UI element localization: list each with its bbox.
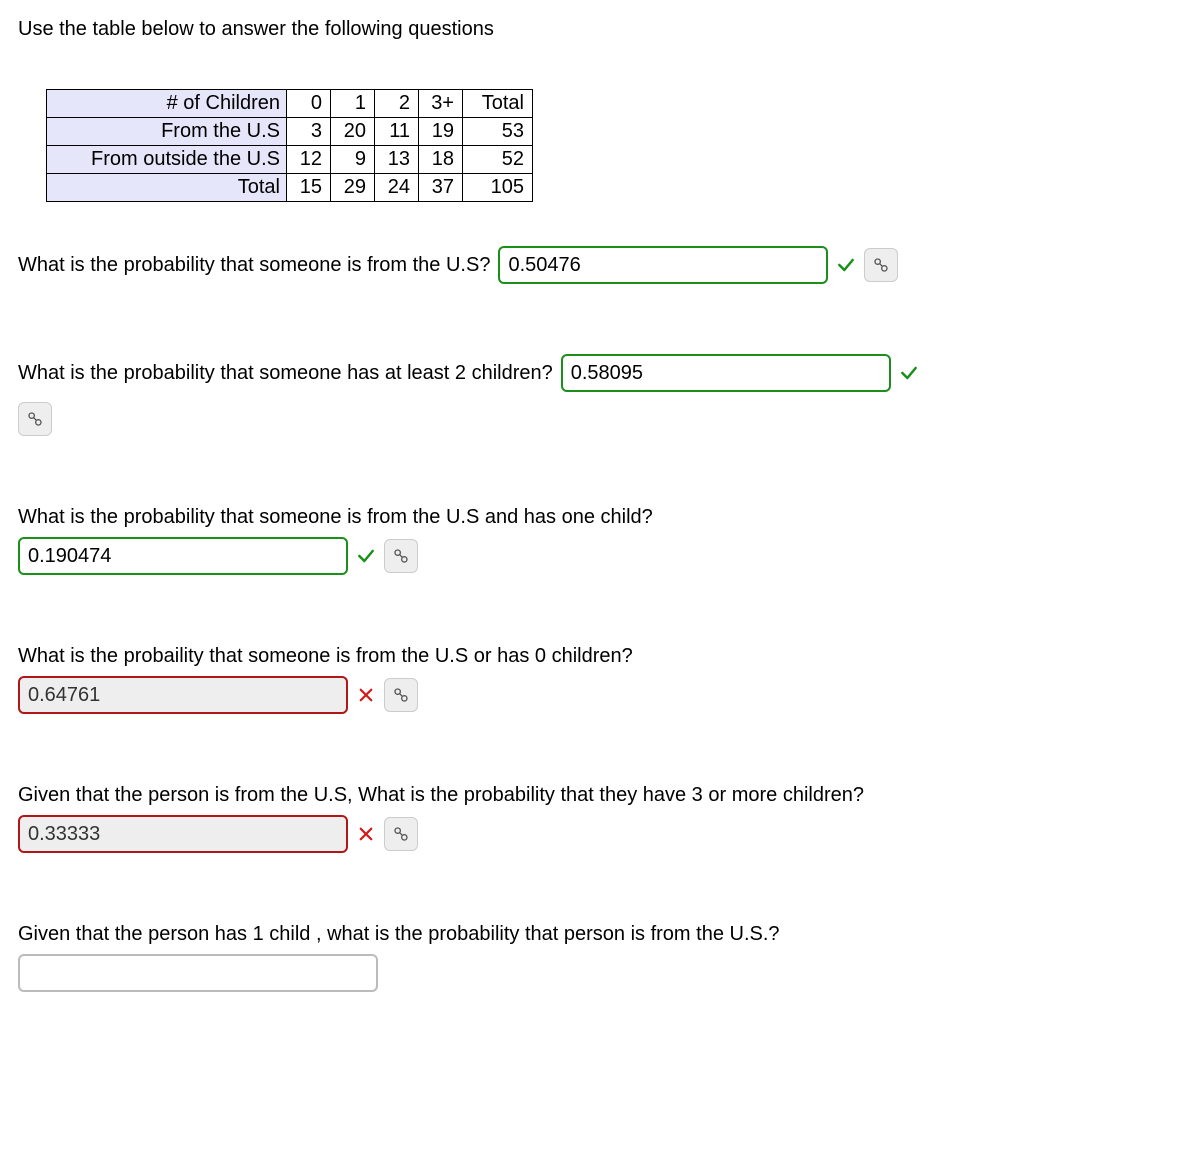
- answer-input[interactable]: [18, 676, 348, 714]
- row-label: From the U.S: [47, 118, 287, 146]
- question-text: What is the probability that someone is …: [18, 506, 1180, 529]
- table-cell: 29: [331, 174, 375, 202]
- check-icon: [834, 255, 858, 275]
- formula-tool-button[interactable]: [384, 539, 418, 573]
- row-label: Total: [47, 174, 287, 202]
- table-cell: 24: [375, 174, 419, 202]
- table-cell: 52: [463, 146, 533, 174]
- question-block: Given that the person is from the U.S, W…: [18, 784, 1182, 853]
- answer-input[interactable]: [561, 354, 891, 392]
- table-cell: 9: [331, 146, 375, 174]
- table-cell: 37: [419, 174, 463, 202]
- answer-input[interactable]: [498, 246, 828, 284]
- table-row: From outside the U.S 12 9 13 18 52: [47, 146, 533, 174]
- col-header: 1: [331, 90, 375, 118]
- check-icon: [354, 546, 378, 566]
- question-block: What is the probaility that someone is f…: [18, 645, 1182, 714]
- col-header: 3+: [419, 90, 463, 118]
- check-icon: [897, 363, 921, 383]
- data-table: # of Children 0 1 2 3+ Total From the U.…: [46, 89, 533, 202]
- table-cell: 15: [287, 174, 331, 202]
- answer-input[interactable]: [18, 815, 348, 853]
- table-row: Total 15 29 24 37 105: [47, 174, 533, 202]
- question-text: What is the probability that someone has…: [18, 362, 553, 385]
- answer-input[interactable]: [18, 537, 348, 575]
- question-block: What is the probability that someone is …: [18, 246, 1182, 284]
- answer-input[interactable]: [18, 954, 378, 992]
- table-cell: 19: [419, 118, 463, 146]
- formula-tool-button[interactable]: [384, 817, 418, 851]
- table-row: From the U.S 3 20 11 19 53: [47, 118, 533, 146]
- table-cell: 13: [375, 146, 419, 174]
- formula-tool-button[interactable]: [864, 248, 898, 282]
- table-cell: 12: [287, 146, 331, 174]
- table-cell: 105: [463, 174, 533, 202]
- formula-tool-button[interactable]: [18, 402, 52, 436]
- col-header: Total: [463, 90, 533, 118]
- table-cell: 11: [375, 118, 419, 146]
- table-cell: 20: [331, 118, 375, 146]
- question-block: Given that the person has 1 child , what…: [18, 923, 1182, 992]
- question-block: What is the probability that someone has…: [18, 354, 1182, 436]
- question-block: What is the probability that someone is …: [18, 506, 1182, 575]
- table-cell: 3: [287, 118, 331, 146]
- table-cell: 53: [463, 118, 533, 146]
- question-text: Given that the person has 1 child , what…: [18, 923, 1180, 946]
- cross-icon: [354, 686, 378, 704]
- cross-icon: [354, 825, 378, 843]
- question-text: What is the probaility that someone is f…: [18, 645, 1180, 668]
- table-header-row: # of Children 0 1 2 3+ Total: [47, 90, 533, 118]
- formula-tool-button[interactable]: [384, 678, 418, 712]
- table-cell: 18: [419, 146, 463, 174]
- question-text: What is the probability that someone is …: [18, 254, 490, 277]
- col-header: 0: [287, 90, 331, 118]
- col-header: # of Children: [47, 90, 287, 118]
- col-header: 2: [375, 90, 419, 118]
- row-label: From outside the U.S: [47, 146, 287, 174]
- instructions-text: Use the table below to answer the follow…: [18, 18, 1182, 41]
- question-text: Given that the person is from the U.S, W…: [18, 784, 1180, 807]
